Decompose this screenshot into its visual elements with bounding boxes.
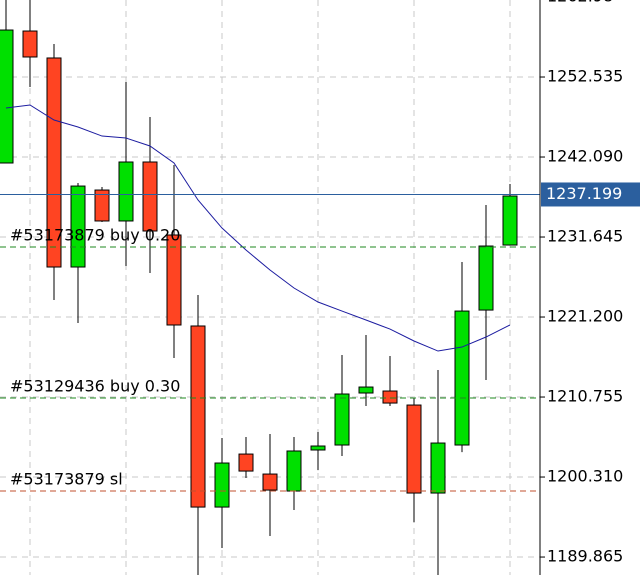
y-tick-label: 1262.98: [547, 0, 613, 6]
order-label: #53129436 buy 0.30: [10, 376, 180, 395]
candle-body: [0, 29, 14, 164]
candle-body: [382, 390, 398, 404]
candle-body: [262, 473, 278, 491]
moving-average: [5, 104, 511, 352]
candle-body: [406, 404, 422, 494]
candle-body: [478, 245, 494, 311]
y-tick-label: 1242.090: [547, 147, 623, 166]
y-tick-label: 1252.535: [547, 67, 623, 86]
order-label: #53173879 sl: [10, 470, 123, 489]
candle-body: [118, 161, 134, 222]
current-price-box: [541, 182, 640, 207]
candle-body: [142, 161, 158, 232]
candle-body: [94, 189, 110, 222]
candle-body: [238, 453, 254, 472]
candle-body: [22, 30, 38, 58]
candle-body: [358, 386, 374, 394]
candle-body: [166, 234, 182, 326]
candle-body: [46, 57, 62, 268]
y-tick-label: 1200.310: [547, 467, 623, 486]
candle-body: [310, 445, 326, 451]
y-tick-label: 1189.865: [547, 547, 623, 566]
candle-body: [502, 195, 518, 246]
order-label: #53173879 buy 0.20: [10, 226, 180, 245]
candle-body: [454, 310, 470, 446]
y-tick-label: 1221.200: [547, 307, 623, 326]
candle-body: [190, 325, 206, 508]
candle-body: [286, 450, 302, 492]
candle-body: [430, 442, 446, 494]
axis-background: [540, 0, 640, 575]
y-tick-label: 1231.645: [547, 227, 623, 246]
current-price-label: 1237.199: [546, 184, 622, 203]
y-tick-label: 1210.755: [547, 387, 623, 406]
candle-body: [214, 462, 230, 508]
candle-body: [334, 393, 350, 446]
